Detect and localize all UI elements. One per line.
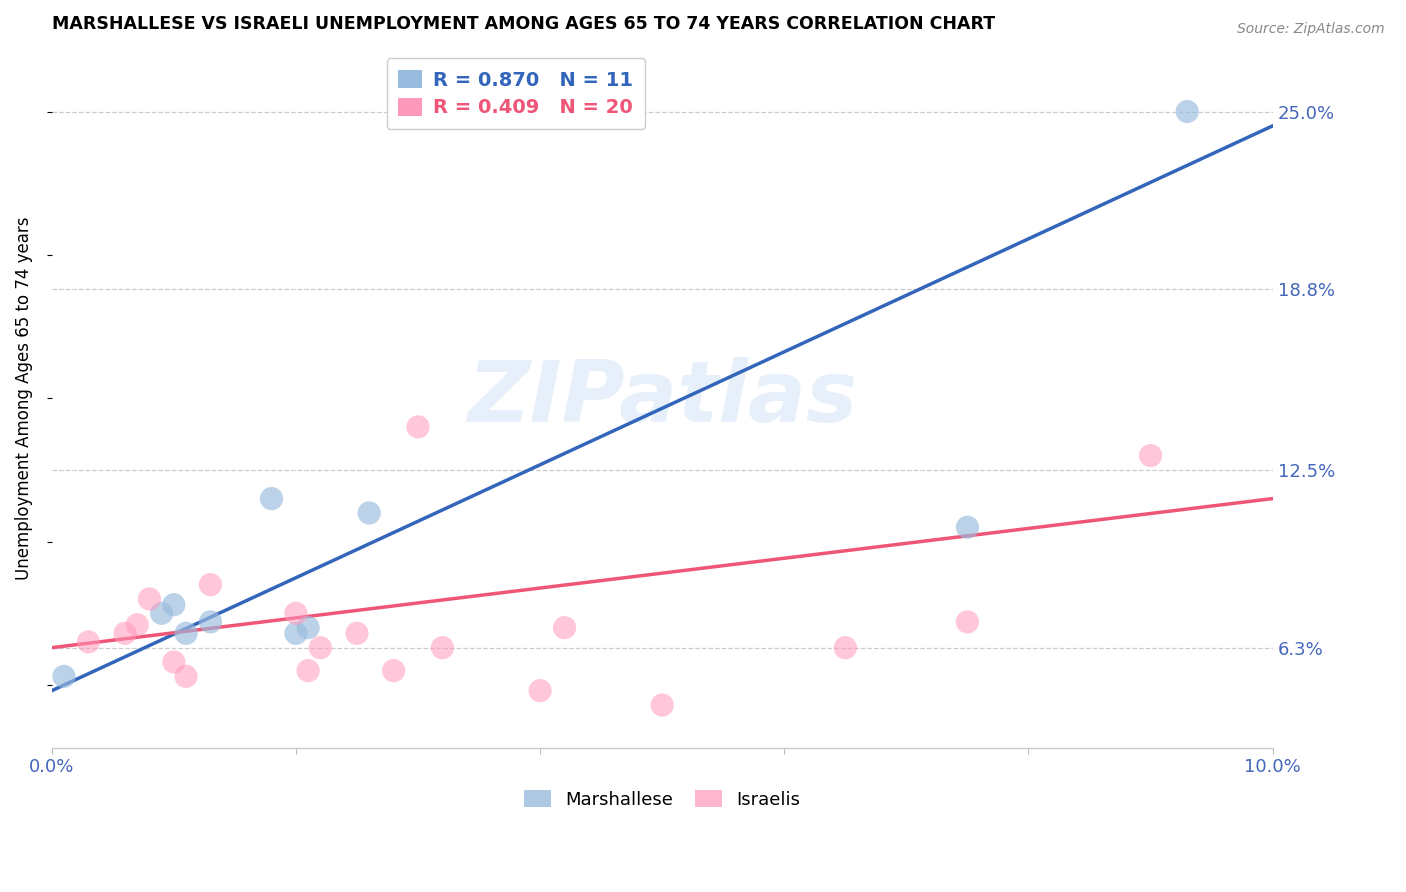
Point: [260, 491, 283, 506]
Point: [956, 615, 979, 629]
Point: [297, 664, 319, 678]
Point: [284, 607, 307, 621]
Point: [309, 640, 332, 655]
Point: [127, 617, 149, 632]
Point: [651, 698, 673, 712]
Point: [834, 640, 856, 655]
Point: [284, 626, 307, 640]
Point: [529, 683, 551, 698]
Point: [297, 621, 319, 635]
Text: Source: ZipAtlas.com: Source: ZipAtlas.com: [1237, 22, 1385, 37]
Point: [77, 635, 100, 649]
Point: [554, 621, 576, 635]
Text: ZIPatlas: ZIPatlas: [467, 357, 858, 440]
Point: [52, 669, 75, 683]
Point: [1139, 449, 1161, 463]
Point: [163, 598, 186, 612]
Legend: Marshallese, Israelis: Marshallese, Israelis: [516, 782, 807, 816]
Text: MARSHALLESE VS ISRAELI UNEMPLOYMENT AMONG AGES 65 TO 74 YEARS CORRELATION CHART: MARSHALLESE VS ISRAELI UNEMPLOYMENT AMON…: [52, 15, 995, 33]
Point: [114, 626, 136, 640]
Point: [432, 640, 454, 655]
Point: [346, 626, 368, 640]
Y-axis label: Unemployment Among Ages 65 to 74 years: Unemployment Among Ages 65 to 74 years: [15, 217, 32, 580]
Point: [956, 520, 979, 534]
Point: [150, 607, 173, 621]
Point: [200, 615, 222, 629]
Point: [163, 655, 186, 669]
Point: [359, 506, 381, 520]
Point: [382, 664, 405, 678]
Point: [406, 420, 429, 434]
Point: [174, 626, 197, 640]
Point: [174, 669, 197, 683]
Point: [138, 591, 160, 606]
Point: [200, 577, 222, 591]
Point: [1175, 104, 1198, 119]
